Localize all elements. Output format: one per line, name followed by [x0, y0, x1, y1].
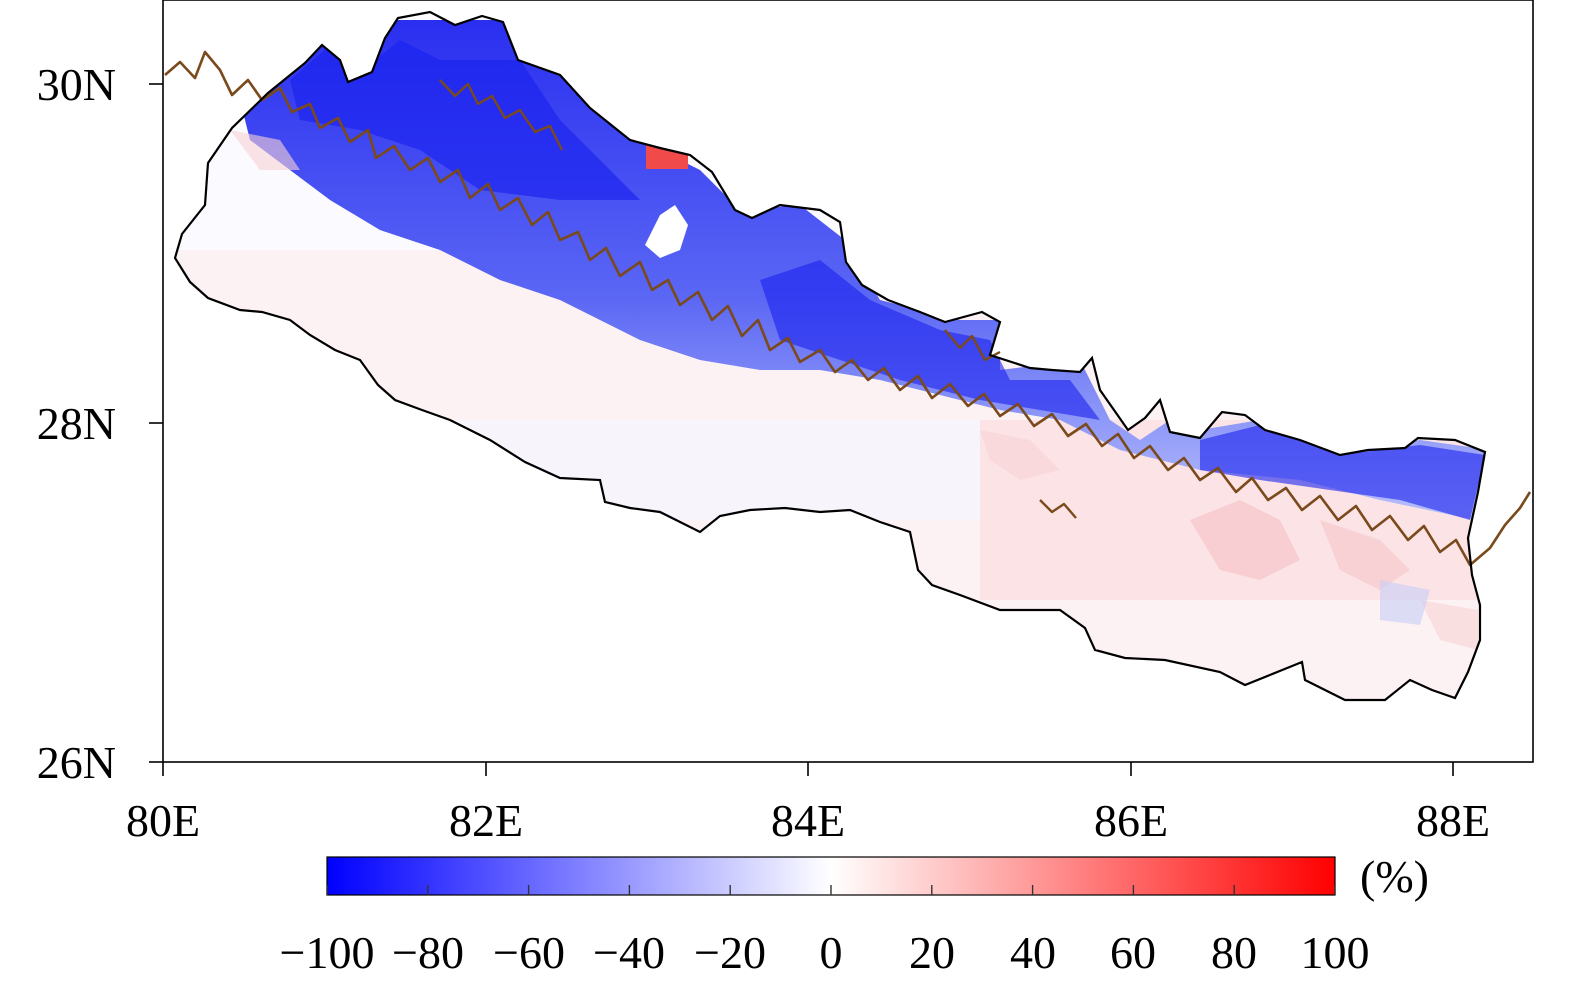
colorbar-tick-label: 60 [1110, 927, 1156, 978]
x-tick-label: 80E [126, 795, 200, 846]
y-axis: 30N 28N 26N [37, 59, 163, 788]
colorbar-tick-label: 0 [820, 927, 843, 978]
colorbar-unit-label: (%) [1360, 851, 1429, 902]
colorbar-tick-label: 80 [1211, 927, 1257, 978]
colorbar: (%) −100 −80 −60 −40 −20 0 20 40 60 80 1… [280, 851, 1429, 978]
y-tick-label: 30N [37, 59, 116, 110]
colorbar-tick-label: 40 [1010, 927, 1056, 978]
x-axis: 80E 82E 84E 86E 88E [126, 762, 1490, 846]
elevation-contour [164, 50, 1532, 567]
colorbar-tick-label: 20 [909, 927, 955, 978]
x-tick-label: 84E [771, 795, 845, 846]
colorbar-tick-label: −20 [694, 927, 766, 978]
colorbar-tick-label: 100 [1301, 927, 1370, 978]
x-tick-label: 82E [449, 795, 523, 846]
colorbar-tick-label: −100 [280, 927, 375, 978]
x-tick-label: 86E [1094, 795, 1168, 846]
colorbar-tick-label: −40 [593, 927, 665, 978]
y-tick-label: 28N [37, 398, 116, 449]
y-tick-label: 26N [37, 737, 116, 788]
colorbar-tick-label: −60 [493, 927, 565, 978]
x-tick-label: 88E [1416, 795, 1490, 846]
colorbar-tick-label: −80 [392, 927, 464, 978]
